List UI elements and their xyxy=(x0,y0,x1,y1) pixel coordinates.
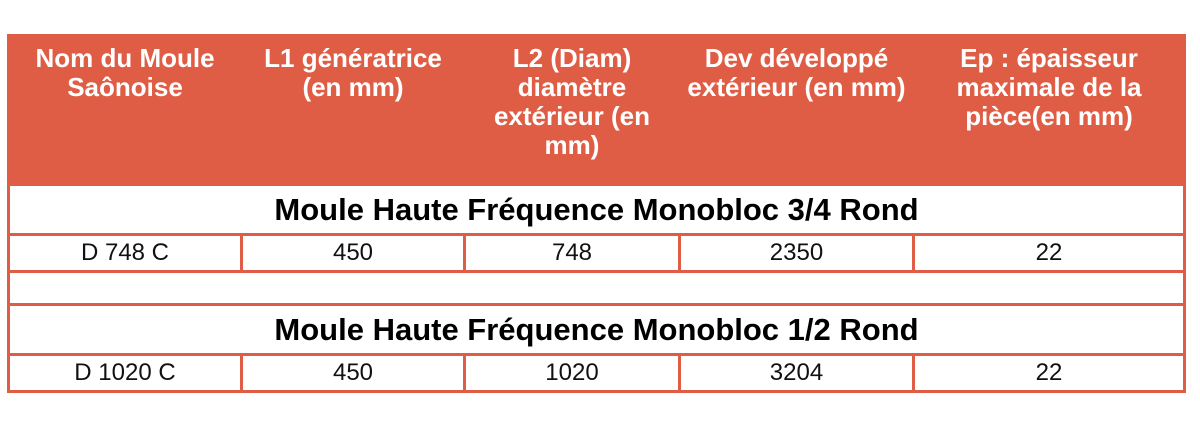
header-ep: Ep : épaisseur maximale de la pièce(en m… xyxy=(912,34,1186,186)
header-nom-du-moule: Nom du Moule Saônoise xyxy=(7,34,243,186)
cell-ep: 22 xyxy=(912,353,1186,393)
spacer-row xyxy=(7,270,1186,306)
header-dev: Dev développé extérieur (en mm) xyxy=(678,34,915,186)
cell-l1: 450 xyxy=(240,233,466,273)
spec-table: Nom du Moule Saônoise L1 génératrice (en… xyxy=(7,34,1186,393)
table-row: D 1020 C 450 1020 3204 22 xyxy=(7,353,1186,393)
spec-table-container: Nom du Moule Saônoise L1 génératrice (en… xyxy=(7,34,1186,393)
cell-l2: 1020 xyxy=(463,353,681,393)
spacer-cell xyxy=(7,270,1186,306)
section-title: Moule Haute Fréquence Monobloc 1/2 Rond xyxy=(7,303,1186,356)
cell-nom: D 1020 C xyxy=(7,353,243,393)
cell-l1: 450 xyxy=(240,353,466,393)
cell-dev: 2350 xyxy=(678,233,915,273)
header-l2: L2 (Diam) diamètre extérieur (en mm) xyxy=(463,34,681,186)
cell-l2: 748 xyxy=(463,233,681,273)
header-l1: L1 génératrice (en mm) xyxy=(240,34,466,186)
section-title: Moule Haute Fréquence Monobloc 3/4 Rond xyxy=(7,183,1186,236)
table-row: D 748 C 450 748 2350 22 xyxy=(7,233,1186,273)
cell-dev: 3204 xyxy=(678,353,915,393)
cell-nom: D 748 C xyxy=(7,233,243,273)
section-row: Moule Haute Fréquence Monobloc 1/2 Rond xyxy=(7,303,1186,356)
section-row: Moule Haute Fréquence Monobloc 3/4 Rond xyxy=(7,183,1186,236)
header-row: Nom du Moule Saônoise L1 génératrice (en… xyxy=(7,34,1186,186)
cell-ep: 22 xyxy=(912,233,1186,273)
